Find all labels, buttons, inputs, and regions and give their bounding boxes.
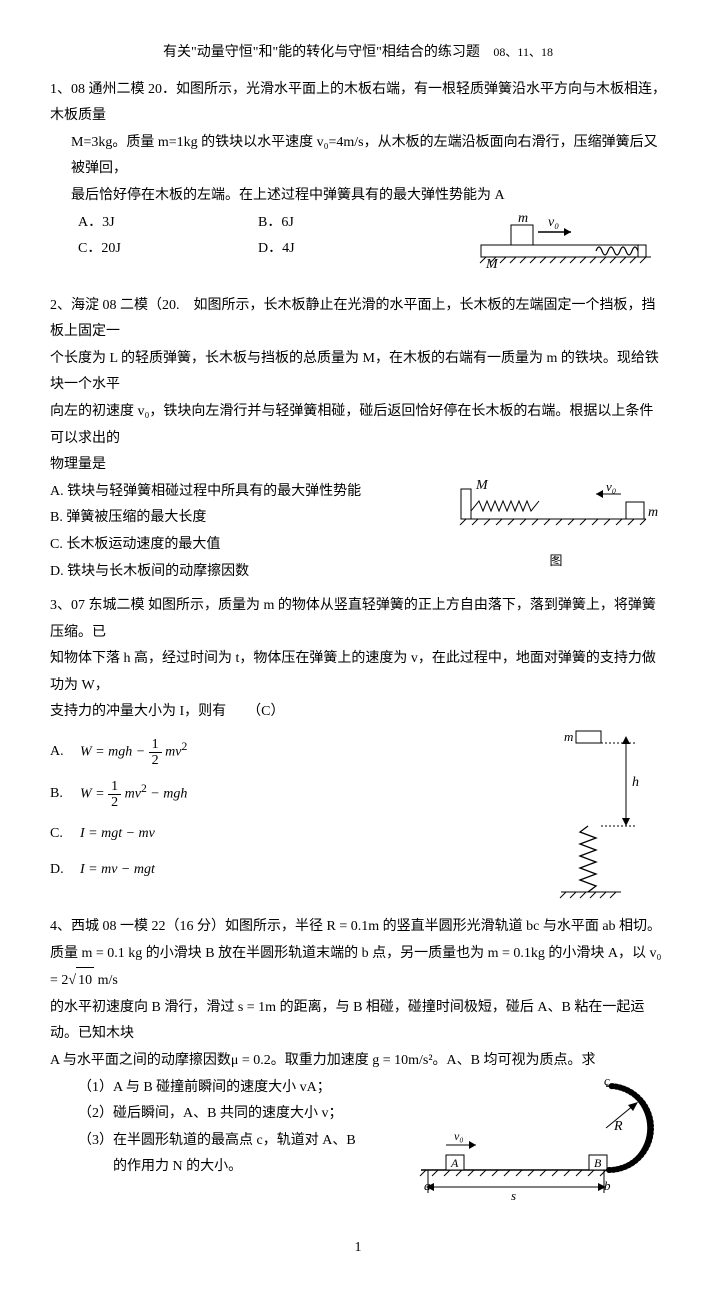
q2-figcap: 图 xyxy=(446,549,666,574)
question-1: 1、08 通州二模 20．如图所示，光滑水平面上的木板右端，有一根轻质弹簧沿水平… xyxy=(50,77,666,270)
svg-text:m: m xyxy=(648,505,658,520)
page-title: 有关"动量守恒"和"能的转化与守恒"相结合的练习题 08、11、18 xyxy=(50,40,666,67)
question-3: 3、07 东城二模 如图所示，质量为 m 的物体从竖直轻弹簧的正上方自由落下，落… xyxy=(50,593,666,906)
svg-text:b: b xyxy=(604,1178,611,1193)
q1-options-row2: C．20J D．4J xyxy=(50,236,476,263)
q3-optB: B. W = 12 mv2 − mgh xyxy=(50,778,546,810)
svg-text:h: h xyxy=(632,775,639,790)
svg-text:M: M xyxy=(475,479,489,493)
q1-options-row1: A．3J B．6J xyxy=(50,210,476,237)
q1-line1: 1、08 通州二模 20．如图所示，光滑水平面上的木板右端，有一根轻质弹簧沿水平… xyxy=(50,77,666,130)
q2-figure: M v₀ m 图 xyxy=(446,479,666,574)
q1-fig-M: M xyxy=(485,257,499,270)
svg-text:s: s xyxy=(511,1188,516,1203)
q4-line2: 质量 m = 0.1 kg 的小滑块 B 放在半圆形轨道末端的 b 点，另一质量… xyxy=(50,941,666,995)
svg-text:m: m xyxy=(564,729,573,744)
q2-optD: D. 铁块与长木板间的动摩擦因数 xyxy=(50,559,446,586)
q4-sub3b: 的作用力 N 的大小。 xyxy=(78,1154,406,1181)
question-2: 2、海淀 08 二模（20. 如图所示，长木板静止在光滑的水平面上，长木板的左端… xyxy=(50,293,666,586)
svg-text:v₀: v₀ xyxy=(454,1129,464,1143)
q1-optA: A．3J xyxy=(78,210,258,237)
q3-line3: 支持力的冲量大小为 I，则有 （C） xyxy=(50,699,666,726)
q4-figure: A v₀ B R a b c xyxy=(406,1075,666,1205)
q3-line1: 3、07 东城二模 如图所示，质量为 m 的物体从竖直轻弹簧的正上方自由落下，落… xyxy=(50,593,666,646)
q4-line1: 4、西城 08 一模 22（16 分）如图所示，半径 R = 0.1m 的竖直半… xyxy=(50,914,666,941)
q4-sub3: （3）在半圆形轨道的最高点 c，轨道对 A、B xyxy=(78,1128,406,1155)
svg-text:c: c xyxy=(604,1075,610,1088)
q3-optA: A. W = mgh − 12 mv2 xyxy=(50,736,546,768)
q4-sub2: （2）碰后瞬间，A、B 共同的速度大小 v； xyxy=(78,1101,406,1128)
q2-optA: A. 铁块与轻弹簧相碰过程中所具有的最大弹性势能 xyxy=(50,479,446,506)
svg-text:A: A xyxy=(450,1156,459,1170)
q4-line4: A 与水平面之间的动摩擦因数μ = 0.2。取重力加速度 g = 10m/s²。… xyxy=(50,1048,666,1075)
svg-text:R: R xyxy=(613,1119,623,1134)
q3-figure: m h xyxy=(546,726,666,906)
q3-optD: D. I = mv − mgt xyxy=(50,857,546,884)
q1-optC: C．20J xyxy=(78,236,258,263)
q1-optD: D．4J xyxy=(258,236,438,263)
title-text: 有关"动量守恒"和"能的转化与守恒"相结合的练习题 xyxy=(163,45,480,60)
q1-optB: B．6J xyxy=(258,210,438,237)
q1-line3: 最后恰好停在木板的左端。在上述过程中弹簧具有的最大弹性势能为 A xyxy=(50,183,666,210)
q1-fig-m: m xyxy=(518,211,528,226)
q1-figure: m v₀ M xyxy=(476,210,666,270)
svg-text:v₀: v₀ xyxy=(606,479,616,494)
q2-optB: B. 弹簧被压缩的最大长度 xyxy=(50,505,446,532)
page-number: 1 xyxy=(50,1235,666,1262)
q4-line3: 的水平初速度向 B 滑行，滑过 s = 1m 的距离，与 B 相碰，碰撞时间极短… xyxy=(50,995,666,1048)
q3-line2: 知物体下落 h 高，经过时间为 t，物体压在弹簧上的速度为 v，在此过程中，地面… xyxy=(50,646,666,699)
question-4: 4、西城 08 一模 22（16 分）如图所示，半径 R = 0.1m 的竖直半… xyxy=(50,914,666,1205)
title-sub: 08、11、18 xyxy=(493,45,553,59)
q2-line3: 向左的初速度 v₀，铁块向左滑行并与轻弹簧相碰，碰后返回恰好停在长木板的右端。根… xyxy=(50,399,666,452)
q1-fig-v0: v₀ xyxy=(548,215,559,230)
q2-line1: 2、海淀 08 二模（20. 如图所示，长木板静止在光滑的水平面上，长木板的左端… xyxy=(50,293,666,346)
q1-line2: M=3kg。质量 m=1kg 的铁块以水平速度 v₀=4m/s，从木板的左端沿板… xyxy=(50,130,666,183)
q3-optC: C. I = mgt − mv xyxy=(50,821,546,848)
q2-line4: 物理量是 xyxy=(50,452,666,479)
svg-text:B: B xyxy=(594,1156,602,1170)
q2-optC: C. 长木板运动速度的最大值 xyxy=(50,532,446,559)
q4-sub1: （1）A 与 B 碰撞前瞬间的速度大小 vA； xyxy=(78,1075,406,1102)
q2-line2: 个长度为 L 的轻质弹簧，长木板与挡板的总质量为 M，在木板的右端有一质量为 m… xyxy=(50,346,666,399)
